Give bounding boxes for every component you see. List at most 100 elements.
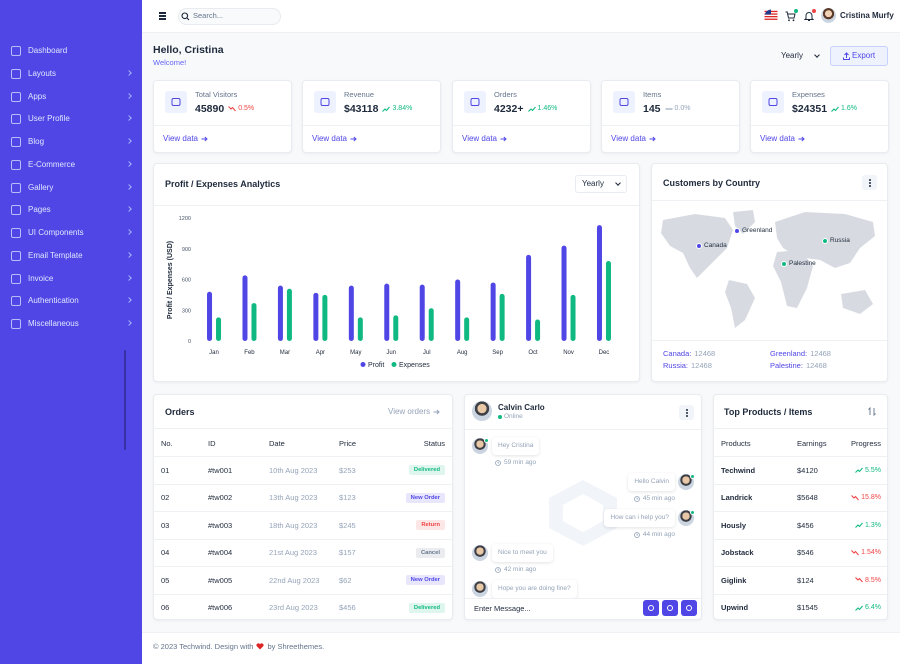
divider	[154, 456, 452, 457]
bar	[322, 294, 328, 341]
chat-time: 59 min ago	[504, 459, 537, 466]
product-name[interactable]: Hously	[721, 520, 747, 530]
menu-item[interactable]: E-Commerce	[28, 159, 76, 169]
menu-item[interactable]: Layouts	[28, 68, 57, 78]
trend-icon	[382, 106, 391, 112]
chat-input-bar	[465, 598, 701, 619]
bar	[526, 254, 532, 341]
order-price: $62	[339, 575, 352, 585]
stat-icon	[314, 91, 336, 113]
clock-icon	[495, 460, 501, 466]
menu-item[interactable]: Blog	[28, 137, 45, 146]
card	[713, 394, 888, 620]
order-id: #tw001	[208, 465, 233, 475]
arrow-icon	[201, 136, 208, 142]
clock	[495, 460, 501, 466]
chat-time-row: 44 min ago	[633, 530, 675, 540]
divider	[714, 428, 887, 429]
watermark	[549, 480, 617, 546]
wheel	[788, 19, 790, 22]
sort-icon	[868, 407, 876, 416]
menu-item[interactable]: Invoice	[28, 273, 54, 283]
menu-item[interactable]: UI Components	[28, 228, 84, 237]
export-label[interactable]: Export	[852, 51, 876, 60]
bell-badge	[812, 9, 816, 13]
export-button[interactable]	[830, 46, 888, 66]
stat-link-text[interactable]: View data	[760, 134, 795, 143]
chat-name[interactable]: Calvin Carlo	[498, 403, 545, 412]
stat-link[interactable]: View data	[760, 133, 805, 145]
land	[725, 280, 755, 328]
stat-glyph	[768, 98, 778, 106]
menu-item[interactable]: Pages	[28, 205, 51, 215]
map-marker[interactable]	[696, 243, 702, 249]
stat-link-text[interactable]: View data	[312, 134, 347, 143]
menu-item[interactable]: Apps	[28, 91, 47, 101]
map-marker[interactable]	[734, 228, 740, 234]
dot	[685, 414, 688, 417]
order-no: 03	[161, 520, 170, 530]
stat-link[interactable]: View data	[462, 133, 507, 145]
divider	[602, 125, 739, 126]
product-earnings: $5648	[797, 493, 818, 502]
stripe	[764, 18, 778, 20]
stat-link[interactable]: View data	[163, 133, 208, 145]
stat-link-text[interactable]: View data	[611, 134, 646, 143]
menu-item[interactable]: Authentication	[28, 296, 79, 306]
stat-glyph	[171, 98, 181, 106]
chart-period[interactable]: Yearly	[582, 179, 604, 188]
x-tick-label: Dec	[599, 350, 610, 356]
user-name[interactable]: Cristina Murfy	[840, 11, 894, 20]
order-no: 05	[161, 575, 170, 585]
product-name[interactable]: Techwind	[721, 465, 756, 475]
menu-item[interactable]: Dashboard	[28, 46, 68, 55]
column-header: No.	[161, 439, 173, 448]
divider	[154, 428, 452, 429]
trend-line	[527, 106, 536, 112]
chat-time-row: 59 min ago	[495, 458, 536, 468]
bar	[428, 308, 434, 341]
trend-icon	[527, 106, 536, 112]
search-box[interactable]	[178, 8, 281, 25]
chat-time-row: 42 min ago	[495, 565, 536, 575]
map-marker[interactable]	[781, 261, 787, 267]
stat-link-text[interactable]: View data	[462, 134, 497, 143]
glyph	[470, 98, 480, 106]
stat-link[interactable]: View data	[312, 133, 357, 145]
product-name[interactable]: Upwind	[721, 603, 749, 612]
legend-label: Expenses	[399, 362, 430, 369]
divider	[453, 125, 590, 126]
menu-item[interactable]: User Profile	[28, 114, 70, 124]
divider	[714, 456, 887, 457]
user-avatar[interactable]	[821, 8, 836, 23]
column-header: Status	[423, 439, 445, 448]
trend-icon	[665, 108, 673, 110]
chat-input[interactable]: Enter Message...	[474, 604, 531, 613]
online-dot	[690, 474, 695, 479]
dot	[685, 411, 688, 414]
cart	[785, 11, 796, 19]
menu-item[interactable]: Gallery	[28, 182, 54, 192]
bar	[570, 294, 576, 341]
orders-link[interactable]: View orders	[388, 406, 440, 418]
stat-link-text[interactable]: View data	[163, 134, 198, 143]
chart-period-select[interactable]	[575, 175, 627, 193]
menu-item[interactable]: Miscellaneous	[28, 319, 79, 328]
cart-badge	[794, 9, 798, 13]
stat-link[interactable]: View data	[611, 133, 656, 145]
product-name[interactable]: Jobstack	[721, 548, 754, 557]
menu-item[interactable]: Email Template	[28, 250, 83, 260]
order-id: #tw003	[208, 520, 233, 530]
card	[153, 394, 453, 620]
product-name[interactable]: Giglink	[721, 575, 747, 585]
column-header: Date	[269, 439, 285, 448]
map-marker[interactable]	[822, 238, 828, 244]
chat-avatar	[472, 545, 488, 561]
orders-link-text[interactable]: View orders	[388, 407, 431, 416]
product-name[interactable]: Landrick	[721, 493, 753, 502]
period-select[interactable]: Yearly	[781, 51, 803, 60]
clock-icon	[633, 532, 640, 538]
chat-bubble: How can i help you?	[604, 509, 675, 527]
column-header: ID	[208, 439, 216, 448]
bar-chart: 0 300 600 900 1200 Profit / Expenses (USD) Jan…	[167, 216, 611, 369]
